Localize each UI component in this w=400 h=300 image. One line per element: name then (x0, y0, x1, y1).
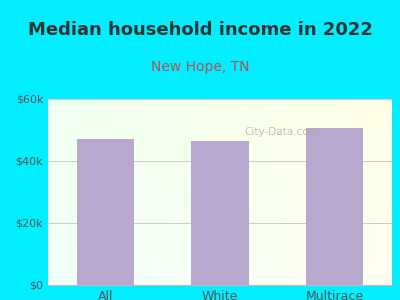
Text: Median household income in 2022: Median household income in 2022 (28, 21, 372, 39)
Bar (77, 139, 134, 285)
Text: City-Data.com: City-Data.com (244, 128, 319, 137)
Bar (191, 141, 249, 285)
Text: New Hope, TN: New Hope, TN (151, 60, 249, 74)
Bar (306, 128, 363, 285)
